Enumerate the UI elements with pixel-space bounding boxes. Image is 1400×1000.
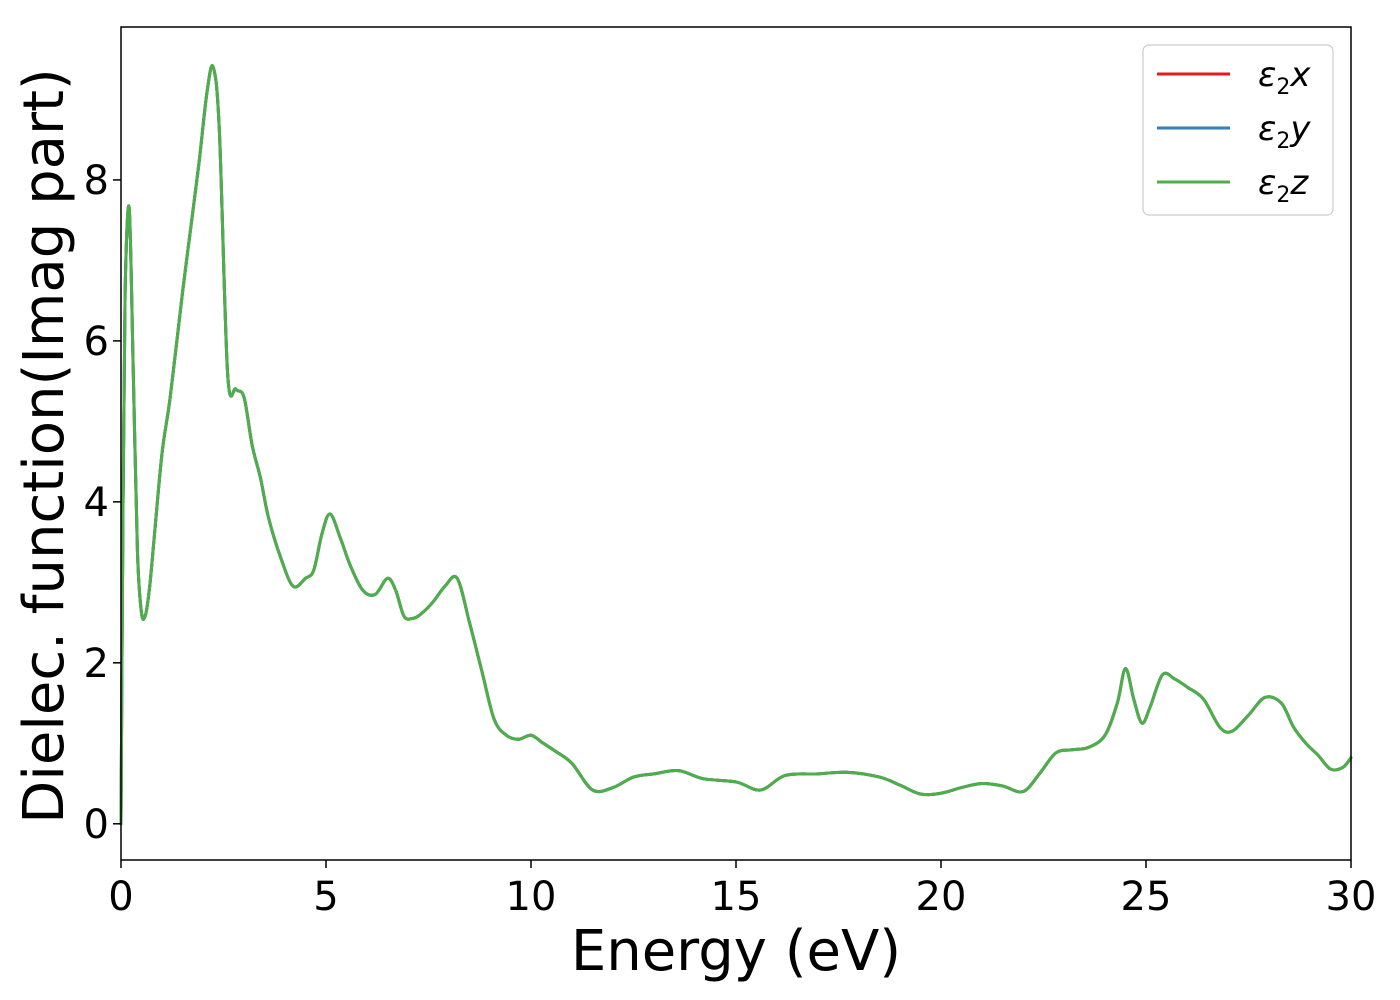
x-tick-label: 20 [916, 874, 967, 920]
legend-label-z: ε2z [1258, 163, 1309, 208]
y-tick-label: 0 [84, 802, 109, 848]
x-tick-label: 25 [1121, 874, 1172, 920]
y-tick-label: 6 [84, 319, 109, 365]
x-tick-label: 5 [313, 874, 338, 920]
y-tick-label: 4 [84, 480, 109, 526]
legend-entries: ε2x ε2y ε2z [1157, 55, 1311, 208]
x-tick-label: 15 [711, 874, 762, 920]
y-axis-label: Dielec. function(Imag part) [12, 68, 77, 824]
y-axis-ticks: 0 2 4 6 8 [84, 158, 121, 848]
legend-label-y: ε2y [1258, 109, 1311, 154]
series-layer [119, 64, 1353, 826]
x-tick-label: 10 [506, 874, 557, 920]
y-tick-label: 2 [84, 641, 109, 687]
series-line-z [119, 64, 1353, 826]
legend-label-x: ε2x [1258, 55, 1311, 100]
legend-box [1142, 44, 1334, 216]
y-tick-label: 8 [84, 158, 109, 204]
legend: ε2x ε2y ε2z [1142, 44, 1334, 216]
x-axis-ticks: 0 5 10 15 20 25 30 [108, 860, 1376, 920]
x-axis-label: Energy (eV) [571, 919, 901, 984]
x-tick-label: 0 [108, 874, 133, 920]
x-tick-label: 30 [1326, 874, 1377, 920]
